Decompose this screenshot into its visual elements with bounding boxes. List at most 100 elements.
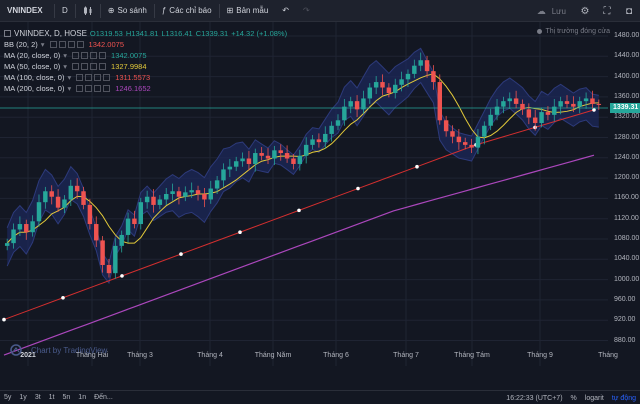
templates-button[interactable]: ⊞ Bản mẫu	[220, 0, 276, 22]
gear-icon: ⚙	[580, 5, 590, 17]
settings-icon[interactable]	[81, 52, 89, 59]
visibility-icon[interactable]	[49, 41, 57, 48]
visibility-icon[interactable]	[72, 63, 80, 70]
chevron-down-icon[interactable]: ▾	[67, 73, 72, 82]
legend-indicator-row[interactable]: MA (200, close, 0) ▾ 1246.1652	[4, 83, 287, 94]
visibility-icon[interactable]	[76, 74, 84, 81]
more-icon[interactable]	[99, 52, 107, 59]
legend-close: C1339.31	[195, 29, 229, 38]
candle-body	[284, 153, 290, 159]
visibility-icon[interactable]	[72, 52, 80, 59]
chart-legend: VNINDEX, D, HOSE O1319.53 H1341.81 L1316…	[4, 28, 287, 94]
indicator-controls	[72, 52, 107, 59]
more-icon[interactable]	[103, 85, 111, 92]
ma100-marker	[238, 230, 242, 235]
candle-body	[214, 180, 220, 189]
range-button[interactable]: 5n	[62, 394, 71, 401]
settings-icon[interactable]	[85, 74, 93, 81]
legend-indicator-row[interactable]: MA (20, close, 0) ▾ 1342.0075	[4, 50, 287, 61]
legend-indicator-row[interactable]: MA (100, close, 0) ▾ 1311.5573	[4, 72, 287, 83]
interval-button[interactable]: D	[62, 6, 68, 15]
candle-body	[342, 106, 347, 121]
price-axis-label: 1120.00	[614, 214, 639, 222]
settings-icon[interactable]	[81, 63, 89, 70]
candle-body	[539, 112, 544, 124]
candle-body	[532, 117, 538, 124]
legend-toggle-icon[interactable]	[4, 30, 11, 37]
candle-body	[221, 169, 226, 181]
close-icon[interactable]	[90, 52, 98, 59]
range-button[interactable]: 5y	[4, 394, 12, 401]
visibility-icon[interactable]	[76, 85, 84, 92]
close-icon[interactable]	[94, 74, 102, 81]
settings-icon[interactable]	[85, 85, 93, 92]
chevron-down-icon[interactable]: ▾	[67, 84, 72, 93]
log-toggle[interactable]: logarit	[584, 394, 604, 402]
close-icon[interactable]	[67, 41, 75, 48]
settings-icon[interactable]	[58, 41, 66, 48]
chevron-down-icon[interactable]: ▾	[40, 40, 45, 49]
candle-body	[431, 71, 436, 83]
chart-pane[interactable]: VNINDEX, D, HOSE O1319.53 H1341.81 L1316…	[0, 22, 640, 366]
range-button[interactable]: 1t	[48, 394, 55, 401]
price-axis-label: 1360.00	[614, 92, 640, 100]
more-icon[interactable]	[76, 41, 84, 48]
price-axis-label: 880.00	[614, 336, 636, 344]
ma200-line	[3, 154, 595, 356]
compare-icon: ⊕	[107, 6, 115, 15]
legend-indicators: BB (20, 2) ▾ 1342.0075 MA (20, close, 0) ▾ 13…	[4, 39, 287, 94]
redo-button[interactable]: ↷	[296, 0, 317, 22]
tradingview-watermark[interactable]: Chart by TradingView	[10, 344, 107, 356]
legend-change: +14.32 (+1.08%)	[231, 29, 288, 38]
price-axis-label: 1000.00	[614, 275, 640, 283]
candle-body	[227, 166, 233, 170]
camera-icon: ◘	[625, 5, 633, 17]
legend-indicator-row[interactable]: MA (50, close, 0) ▾ 1327.9984	[4, 61, 287, 72]
range-button[interactable]: 3t	[34, 394, 41, 401]
undo-button[interactable]: ↶	[275, 0, 296, 22]
candle-body	[125, 218, 131, 235]
cloud-icon: ☁	[536, 5, 546, 16]
candle-body	[303, 144, 309, 156]
candle-body	[482, 125, 487, 137]
close-icon[interactable]	[90, 63, 98, 70]
candle-body	[36, 202, 42, 222]
toolbar-divider	[153, 3, 155, 18]
candle-body	[170, 191, 175, 194]
more-icon[interactable]	[103, 74, 111, 81]
candle-body	[348, 101, 353, 107]
candle-body	[246, 158, 252, 164]
candle-body	[316, 139, 322, 143]
range-button[interactable]: 1y	[19, 394, 27, 401]
candle-body	[157, 199, 163, 205]
settings-button[interactable]: ⚙	[574, 0, 596, 22]
candle-body	[380, 82, 385, 88]
save-button[interactable]: Lưu	[551, 6, 566, 16]
indicators-button[interactable]: ƒ Các chỉ báo	[155, 0, 219, 22]
chart-style-button[interactable]	[76, 0, 100, 22]
symbol-search[interactable]: VNINDEX	[7, 6, 43, 15]
price-chart[interactable]	[0, 22, 640, 366]
more-icon[interactable]	[99, 63, 107, 70]
snapshot-button[interactable]: ◘	[618, 0, 640, 22]
percent-toggle[interactable]: %	[570, 394, 577, 402]
chevron-down-icon[interactable]: ▾	[63, 62, 68, 71]
legend-low: L1316.41	[161, 29, 193, 38]
fullscreen-button[interactable]: ⛶	[596, 0, 618, 22]
candle-body	[475, 136, 481, 148]
auto-scale-toggle[interactable]: tự động	[611, 394, 636, 402]
legend-indicator-row[interactable]: BB (20, 2) ▾ 1342.0075	[4, 39, 287, 50]
candle-body	[163, 194, 169, 200]
compare-button[interactable]: ⊕ So sánh	[101, 0, 154, 22]
chevron-down-icon[interactable]: ▾	[63, 51, 68, 60]
close-icon[interactable]	[94, 85, 102, 92]
goto-date-button[interactable]: Đến...	[94, 394, 113, 401]
range-button[interactable]: 1n	[78, 394, 87, 401]
market-status: Thị trường đóng cửa	[537, 28, 610, 35]
indicator-name: MA (200, close, 0)	[4, 84, 65, 93]
candle-body	[74, 185, 80, 192]
candle-body	[367, 87, 373, 99]
indicator-value: 1311.5573	[115, 73, 151, 82]
candle-body	[418, 60, 423, 66]
candle-body	[335, 120, 341, 126]
